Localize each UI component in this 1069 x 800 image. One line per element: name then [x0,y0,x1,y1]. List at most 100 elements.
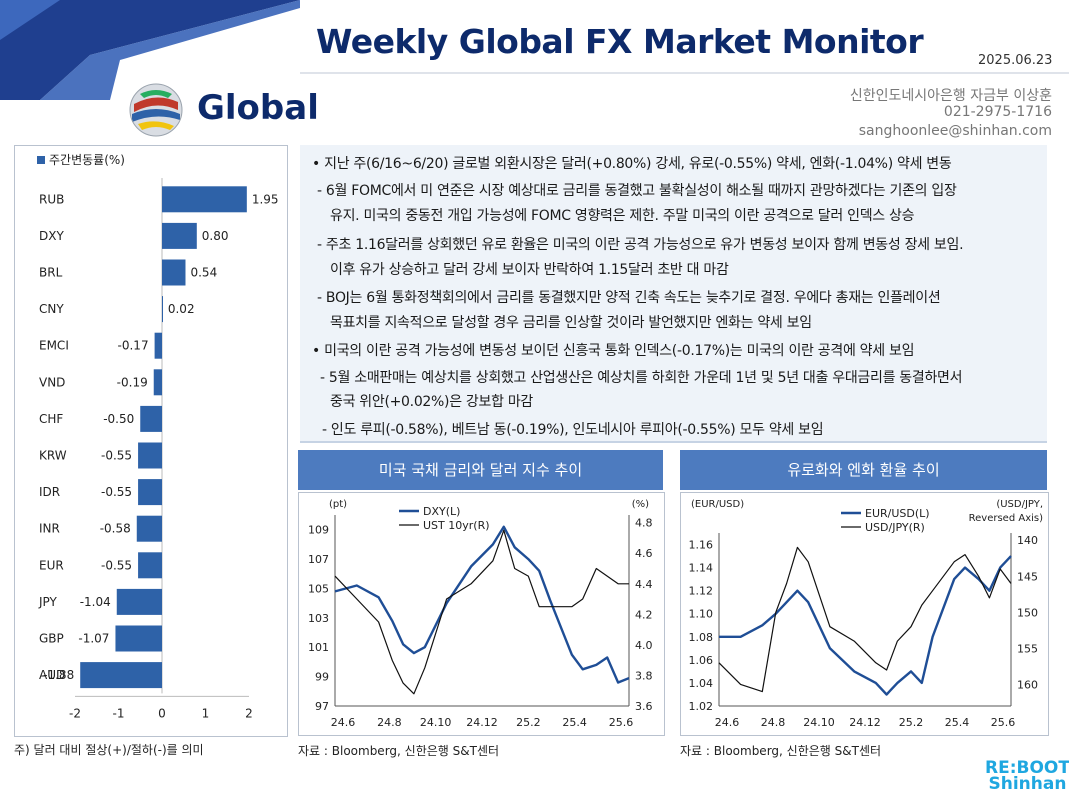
y-right-tick-label: 4.2 [635,608,653,621]
bar [138,552,162,579]
y-right-tick-label: 140 [1017,534,1038,547]
category-label: INR [39,522,60,536]
y-left-tick-label: 1.10 [689,608,714,621]
x-tick-label: 25.4 [562,716,587,729]
y-right-tick-label: 4.6 [635,547,653,560]
commentary-line: - 인도 루피(-0.58%), 베트남 동(-0.19%), 인도네시아 루피… [322,422,824,438]
bar [140,405,162,432]
data-label: -0.55 [101,485,132,499]
y-left-tick-label: 1.16 [689,539,714,552]
y-right-axis-unit: Reversed Axis) [969,513,1043,524]
y-left-axis-unit: (EUR/USD) [691,499,744,510]
x-tick-label: 0 [158,706,166,720]
x-tick-label: 24.10 [420,716,452,729]
legend-label: 주간변동률(%) [49,153,125,167]
contact-phone: 021-2975-1716 [943,104,1052,120]
y-right-axis-unit: (%) [632,499,649,510]
chart2-source: 자료 : Bloomberg, 신한은행 S&T센터 [680,744,882,758]
y-left-tick-label: 1.02 [689,700,714,713]
series-line [334,529,629,695]
market-commentary: • 지난 주(6/16~6/20) 글로벌 외환시장은 달러(+0.80%) 강… [300,145,1047,443]
contact-org: 신한인도네시아은행 자금부 이상훈 [849,88,1052,104]
commentary-line: - 6월 FOMC에서 미 연준은 시장 예상대로 금리를 동결했고 불확실성이… [317,183,957,199]
commentary-line: - BOJ는 6월 통화정책회의에서 금리를 동결했지만 양적 긴축 속도는 늦… [317,290,941,306]
weekly-change-chart-panel: 주간변동률(%) -2 -1 0 1 2 RUB 1.95 DXY 0.80 BRL 0.54 CNY… [14,145,288,737]
x-tick-label: 2 [245,706,253,720]
y-left-axis-unit: (pt) [329,499,347,510]
commentary-line: 유지. 미국의 중동전 개입 가능성에 FOMC 영향력은 제한. 주말 미국의… [330,208,915,224]
y-right-tick-label: 150 [1017,606,1038,619]
y-left-tick-label: 1.04 [689,677,714,690]
legend-swatch [37,156,45,164]
chart-note: 주) 달러 대비 절상(+)/절하(-)를 의미 [14,743,204,757]
report-date: 2025.06.23 [978,53,1053,68]
category-label: KRW [39,449,67,463]
weekly-change-bar-chart: 주간변동률(%) -2 -1 0 1 2 RUB 1.95 DXY 0.80 BRL 0.54 CNY… [37,153,279,720]
header-banner [0,0,300,100]
logo-line-1: RE:BOOT [985,758,1069,778]
bar [136,515,162,542]
category-label: JPY [38,595,58,609]
legend-label: DXY(L) [423,505,460,518]
y-left-tick-label: 97 [315,700,329,713]
y-right-axis-unit: (USD/JPY, [996,499,1043,510]
category-label: AUD [39,668,65,682]
y-left-tick-label: 1.08 [689,631,714,644]
data-label: -0.55 [101,449,132,463]
category-label: IDR [39,485,60,499]
x-tick-label: 24.8 [377,716,402,729]
title-divider [300,72,1069,74]
globe-flags-icon [129,83,183,137]
data-label: 0.80 [202,229,229,243]
x-tick-label: 25.6 [609,716,634,729]
category-label: CHF [39,412,63,426]
legend-label: UST 10yr(R) [423,519,490,532]
commentary-line: 중국 위안(+0.02%)은 강보합 마감 [330,394,533,410]
commentary-line: • 미국의 이란 공격 가능성에 변동성 보이던 신흥국 통화 인덱스(-0.1… [312,343,915,359]
legend-label: EUR/USD(L) [865,507,930,520]
y-right-tick-label: 4.4 [635,578,653,591]
eur-jpy-line-chart: 1.02 1.04 1.06 1.08 1.10 1.12 1.14 1.16 140 145 15… [689,499,1044,729]
bar [162,296,163,323]
commentary-line: • 지난 주(6/16~6/20) 글로벌 외환시장은 달러(+0.80%) 강… [312,156,952,172]
data-label: 0.54 [190,266,217,280]
bar [138,442,162,469]
commentary-line: 목표치를 지속적으로 달성할 경우 금리를 인상할 것이라 발언했지만 엔화는 … [330,315,812,331]
bar [154,332,162,359]
category-label: EMCI [39,339,69,353]
data-label: -0.55 [101,558,132,572]
chart2-title: 유로화와 엔화 환율 추이 [680,450,1047,490]
category-label: RUB [39,192,64,206]
data-label: -0.58 [100,522,131,536]
page-title: Weekly Global FX Market Monitor [316,22,924,61]
category-label: BRL [39,266,63,280]
data-label: -1.88 [43,668,74,682]
x-tick-label: 25.2 [899,716,924,729]
ust-dxy-line-chart: 97 99 101 103 105 107 109 3.6 3.8 4.0 4.2 4.4 4.6 4.8… [308,499,653,729]
bar [162,186,247,213]
reboot-shinhan-logo: RE:BOOT Shinhan [985,758,1069,793]
data-label: -0.50 [103,412,134,426]
series-line [334,525,630,684]
x-tick-label: -1 [113,706,125,720]
y-right-tick-label: 4.0 [635,639,653,652]
bar [115,625,162,652]
y-left-tick-label: 99 [315,671,329,684]
y-left-tick-label: 1.06 [689,654,714,667]
chart2-panel: 1.02 1.04 1.06 1.08 1.10 1.12 1.14 1.16 140 145 15… [680,492,1049,736]
bar [162,222,197,249]
data-label: -0.17 [118,339,149,353]
data-label: -1.04 [80,595,111,609]
y-left-tick-label: 109 [308,524,329,537]
bar [153,369,162,396]
commentary-line: - 5월 소매판매는 예상치를 상회했고 산업생산은 예상치를 하회한 가운데 … [320,370,963,386]
y-right-tick-label: 3.6 [635,700,653,713]
x-tick-label: 24.12 [466,716,498,729]
series-line [718,546,1012,693]
x-tick-label: 24.12 [849,716,881,729]
category-label: EUR [39,558,64,572]
legend-label: USD/JPY(R) [865,521,925,534]
data-label: 0.02 [168,302,195,316]
y-right-tick-label: 145 [1017,570,1038,583]
x-tick-label: 24.8 [761,716,786,729]
